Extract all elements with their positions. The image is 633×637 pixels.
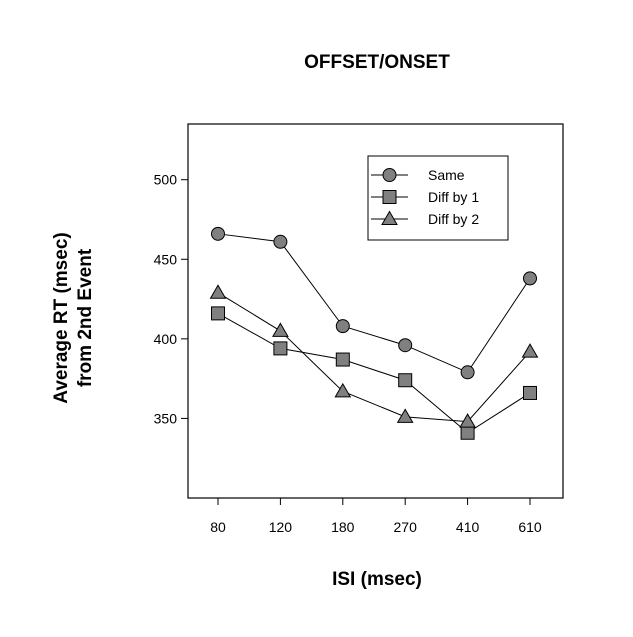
legend-marker-circle (382, 168, 397, 182)
x-tick-label: 610 (518, 519, 542, 535)
series-layer (209, 226, 539, 440)
y-axis-label-line-1: Average RT (msec) (51, 232, 72, 403)
data-point-square (335, 352, 350, 367)
data-point-triangle (396, 408, 414, 423)
y-axis-label-line-2: from 2nd Event (75, 248, 96, 387)
data-point-square (211, 306, 225, 321)
data-point-circle (273, 234, 288, 249)
y-axis-ticks: 350 400 450 500 (154, 172, 188, 426)
x-tick-label: 180 (331, 519, 355, 535)
legend-label: Diff by 2 (428, 211, 479, 227)
data-point-triangle (459, 413, 476, 428)
y-axis-label: Average RT (msec) from 2nd Event (51, 232, 96, 403)
data-point-circle (211, 226, 225, 241)
series-line (217, 312, 531, 434)
plot-area-frame (187, 123, 564, 499)
data-point-circle (523, 271, 537, 286)
x-axis-ticks: 80 120 180 270 410 610 (210, 498, 542, 535)
data-point-triangle (334, 382, 352, 398)
legend-marker-square (382, 190, 397, 204)
data-point-circle (460, 365, 475, 380)
data-point-square (523, 385, 537, 400)
x-tick-label: 270 (394, 519, 418, 535)
legend-label: Same (428, 167, 465, 183)
legend-entry: Diff by 2 (371, 210, 479, 227)
data-point-triangle (521, 343, 539, 358)
data-point-square (398, 373, 413, 388)
x-tick-label: 410 (456, 519, 480, 535)
series-line (217, 292, 531, 423)
series-triangle (209, 284, 539, 428)
legend-entry: Same (371, 167, 465, 183)
legend-entry: Diff by 1 (371, 189, 479, 205)
series-square (211, 306, 537, 440)
legend-marker-triangle (381, 210, 398, 225)
chart-title: OFFSET/ONSET (304, 52, 450, 73)
y-tick-label: 350 (154, 410, 178, 426)
data-point-triangle (209, 284, 227, 299)
x-tick-label: 80 (210, 519, 226, 535)
data-point-circle (398, 338, 413, 353)
data-point-circle (335, 319, 350, 334)
y-tick-label: 450 (154, 251, 178, 267)
x-axis-label: ISI (msec) (332, 569, 422, 590)
x-tick-label: 120 (269, 519, 293, 535)
series-line (217, 233, 531, 373)
data-point-square (460, 425, 475, 440)
data-point-square (273, 341, 288, 356)
y-tick-label: 400 (154, 331, 178, 347)
legend-label: Diff by 1 (428, 189, 479, 205)
series-circle (211, 226, 537, 380)
legend: Same Diff by 1 Diff by 2 (367, 155, 509, 241)
data-point-triangle (272, 322, 289, 337)
y-tick-label: 500 (154, 172, 178, 188)
